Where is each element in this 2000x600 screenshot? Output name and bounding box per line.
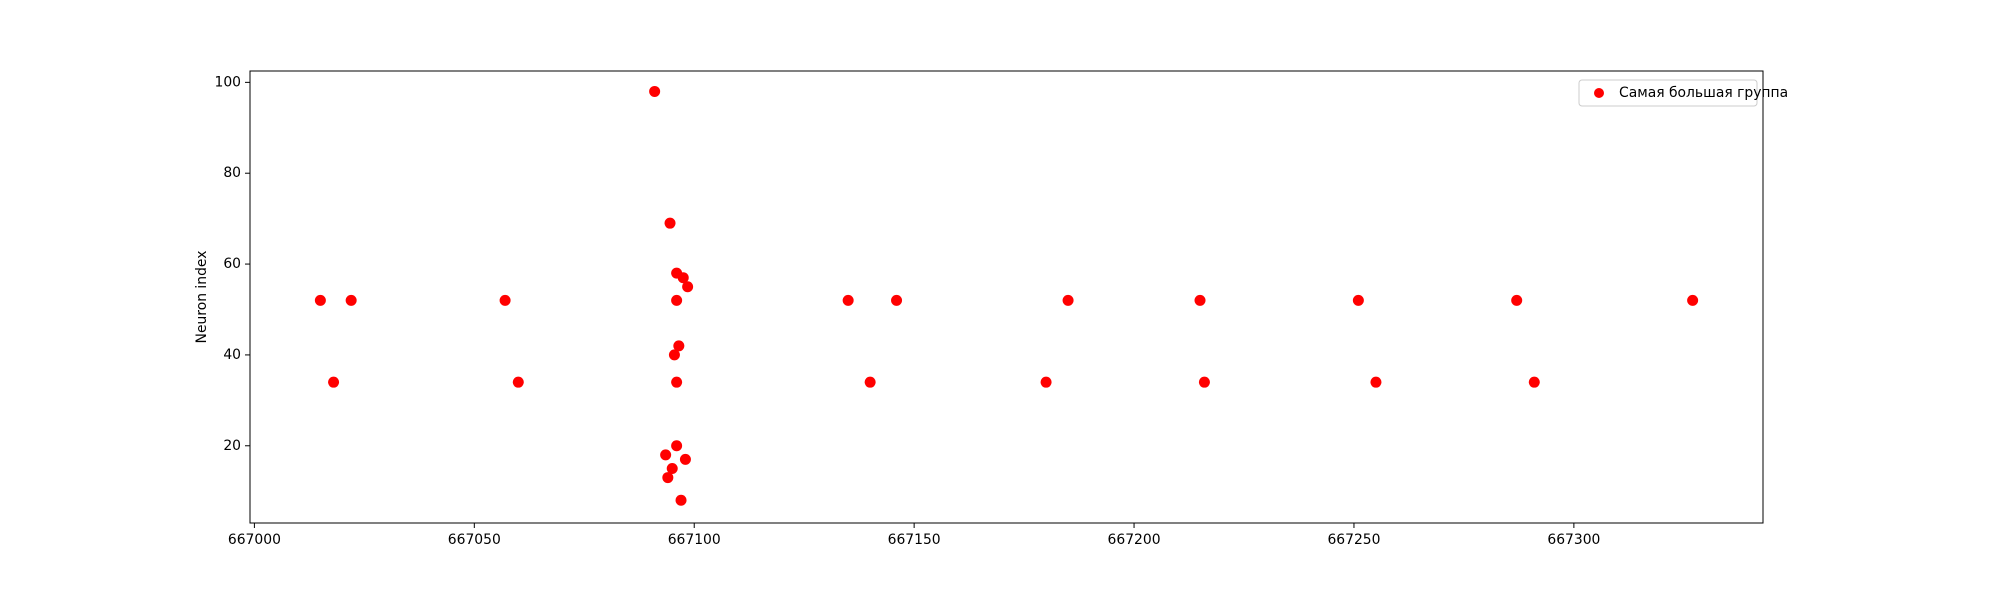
x-tick-label: 667250 [1327, 532, 1380, 548]
y-tick-label: 100 [214, 74, 241, 90]
data-point [671, 440, 683, 452]
data-point [314, 294, 326, 306]
data-point [499, 294, 511, 306]
y-axis: 20 40 60 80 100 [214, 74, 250, 454]
data-point [649, 85, 661, 97]
data-point [842, 294, 854, 306]
y-tick-label: 60 [223, 256, 241, 272]
data-point [1040, 376, 1052, 388]
data-point [682, 281, 694, 293]
data-point [671, 294, 683, 306]
data-point [677, 272, 689, 284]
data-point [864, 376, 876, 388]
y-tick-label: 40 [223, 347, 241, 363]
data-point [1528, 376, 1540, 388]
data-point [891, 294, 903, 306]
data-point [668, 349, 680, 361]
data-point [671, 376, 683, 388]
data-point [675, 494, 687, 506]
data-point [673, 340, 685, 352]
legend: Самая большая группа [1578, 79, 1788, 107]
x-tick-label: 667100 [668, 532, 721, 548]
x-tick-label: 667150 [888, 532, 941, 548]
data-point [1511, 294, 1523, 306]
data-point [1352, 294, 1364, 306]
legend-box [1578, 79, 1758, 107]
data-point [666, 462, 678, 474]
data-point [512, 376, 524, 388]
data-point [328, 376, 340, 388]
x-tick-label: 667000 [228, 532, 281, 548]
y-tick-label: 20 [223, 438, 241, 454]
x-axis: 667000 667050 667100 667150 667200 667250 6673… [228, 523, 1600, 548]
data-point [1687, 294, 1699, 306]
data-point [1194, 294, 1206, 306]
legend-marker [1594, 88, 1604, 98]
data-point [662, 472, 674, 484]
y-tick-label: 80 [223, 165, 241, 181]
data-point [660, 449, 672, 461]
data-point [679, 453, 691, 465]
data-point [1370, 376, 1382, 388]
data-point [1062, 294, 1074, 306]
y-axis-label: Neuron index [194, 251, 210, 344]
legend-label: Самая большая группа [1619, 85, 1788, 101]
data-point [664, 217, 676, 229]
data-points [314, 85, 1699, 506]
x-tick-label: 667050 [448, 532, 501, 548]
data-point [1198, 376, 1210, 388]
data-point [345, 294, 357, 306]
plot-area-frame [249, 70, 1764, 524]
x-tick-label: 667300 [1547, 532, 1600, 548]
x-tick-label: 667200 [1108, 532, 1161, 548]
